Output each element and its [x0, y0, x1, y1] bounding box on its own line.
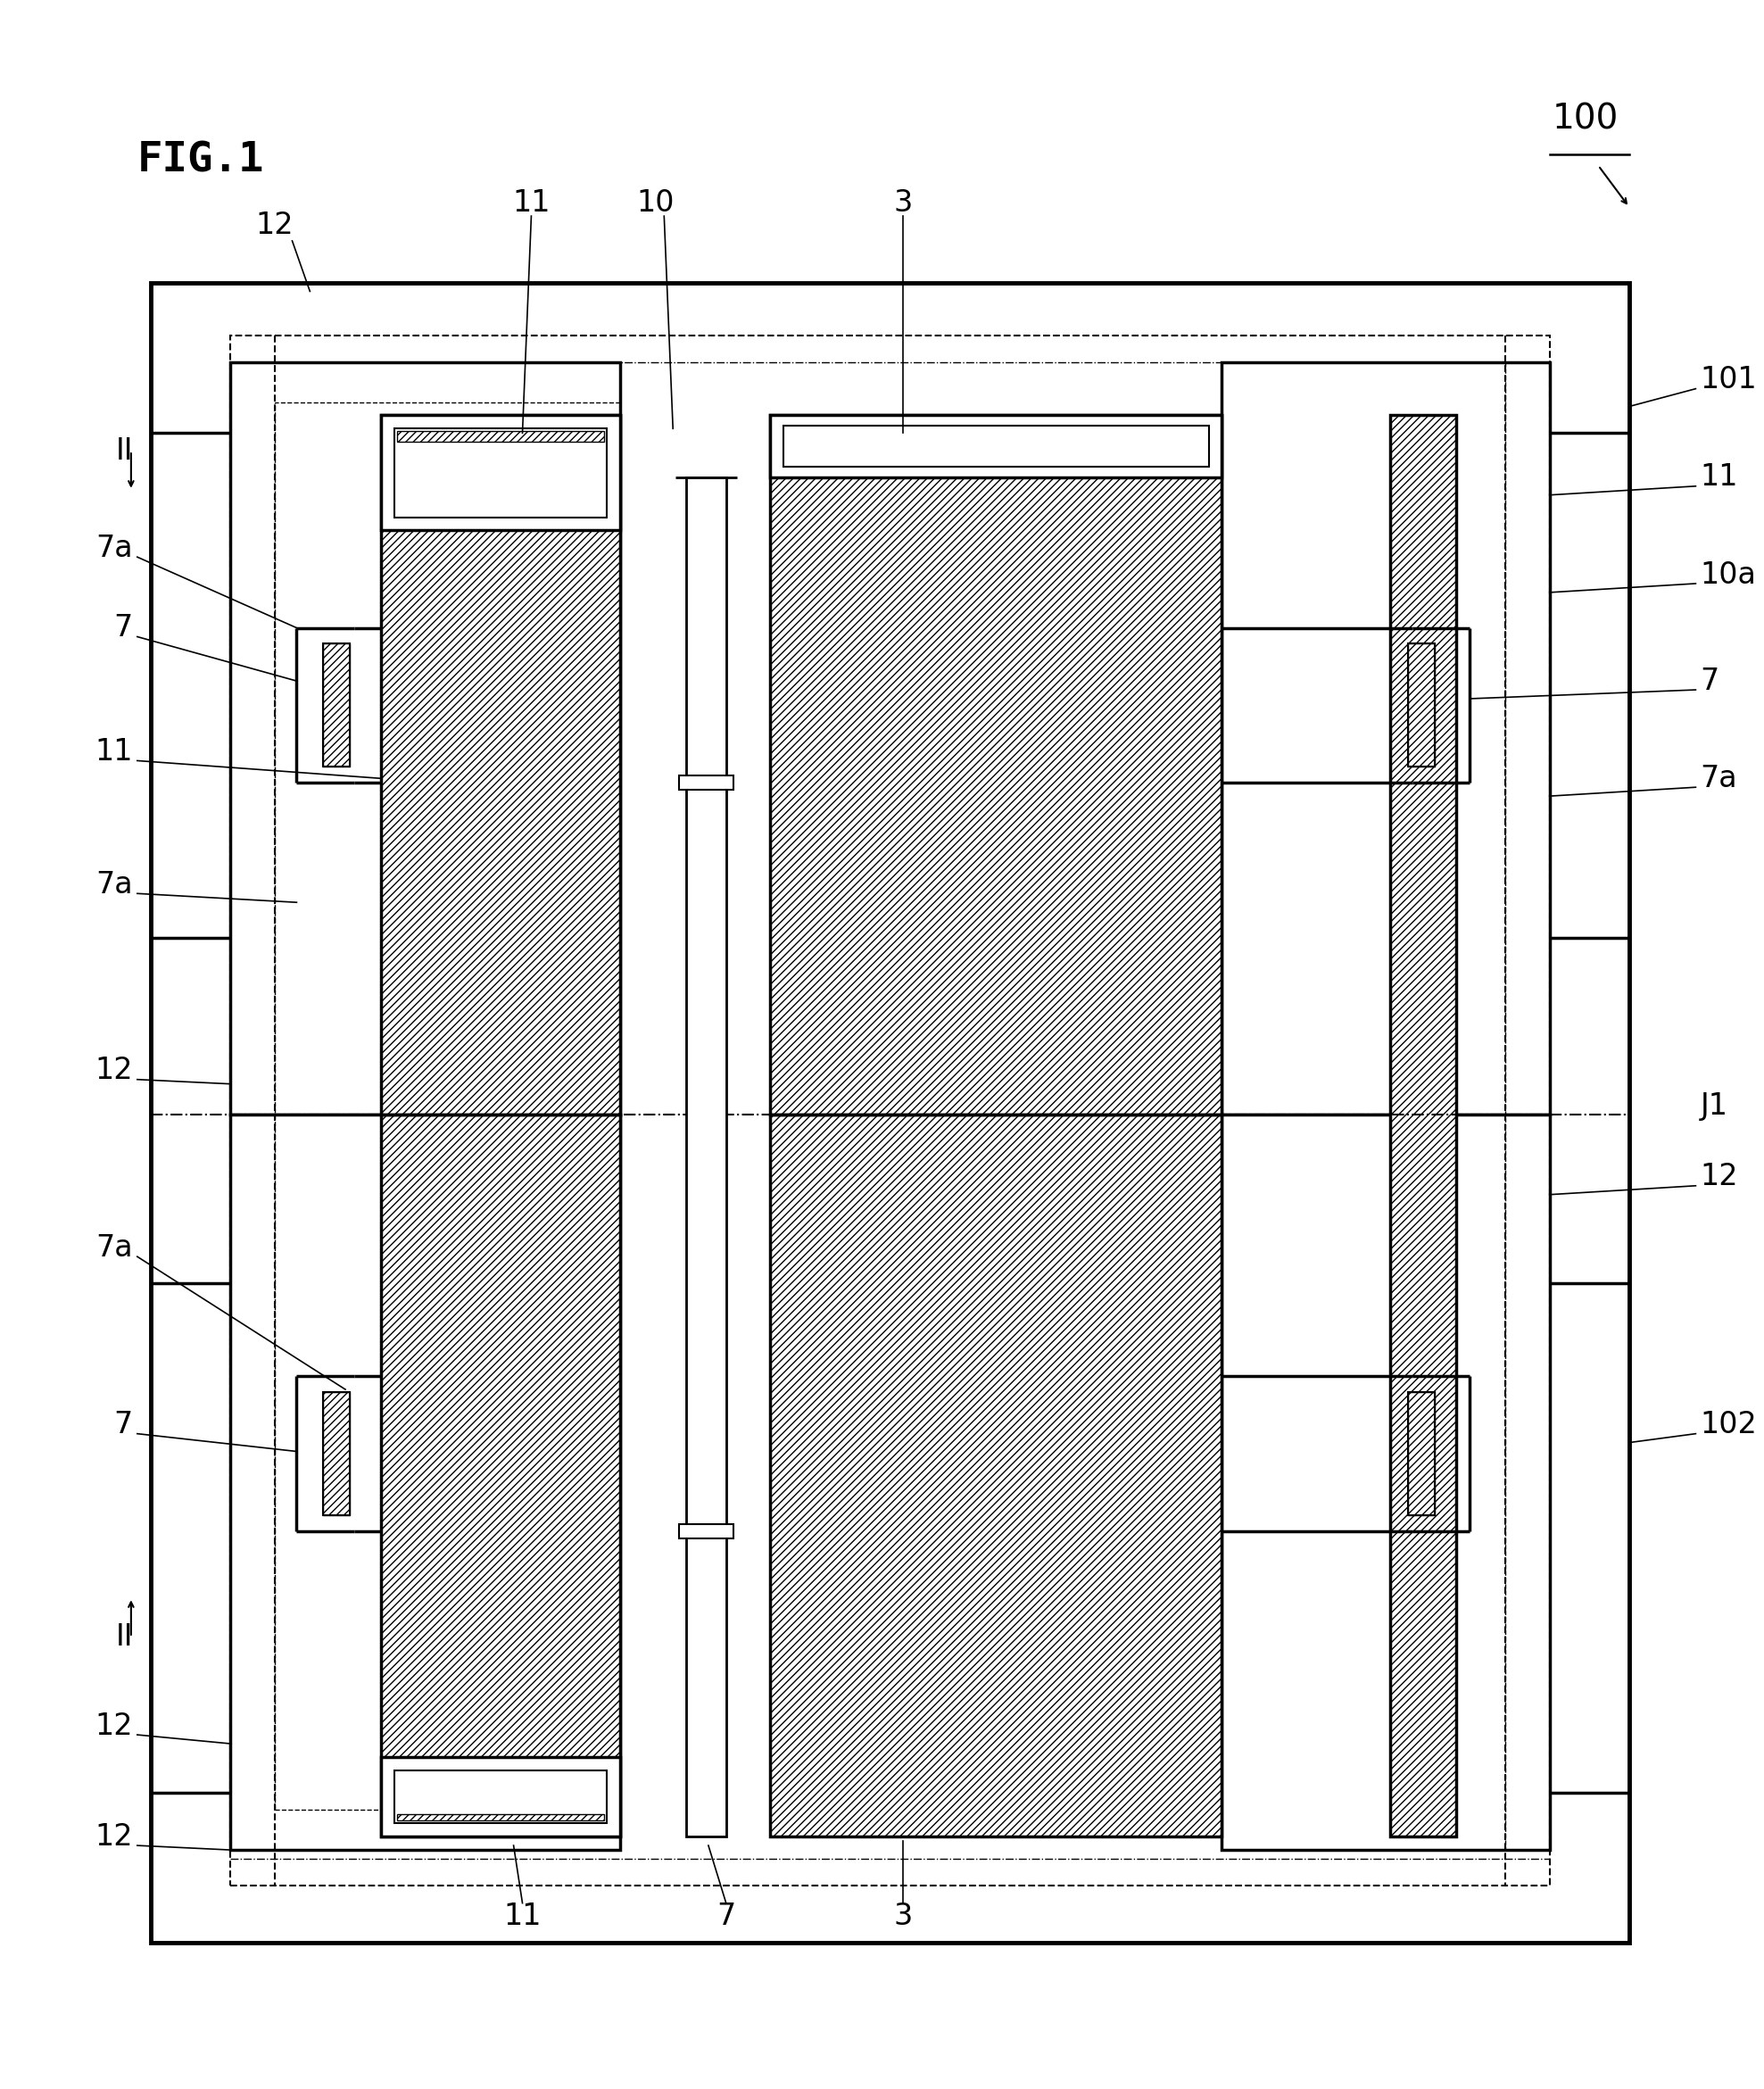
Bar — [323, 1391, 349, 1515]
Bar — [771, 416, 1222, 1116]
Bar — [231, 361, 619, 1116]
Text: 7: 7 — [115, 612, 132, 643]
Text: 12: 12 — [1700, 1161, 1738, 1191]
Bar — [381, 416, 619, 1116]
Text: 7a: 7a — [95, 533, 132, 562]
Text: 7a: 7a — [95, 869, 132, 900]
Bar — [323, 1391, 349, 1515]
Text: J1: J1 — [1700, 1090, 1727, 1122]
Bar — [231, 336, 1549, 1886]
Bar — [381, 1116, 619, 1836]
Bar — [381, 1757, 619, 1836]
Text: 7: 7 — [1700, 666, 1720, 696]
Text: 7a: 7a — [95, 1233, 132, 1262]
Bar — [1408, 643, 1434, 767]
Bar — [275, 401, 619, 1116]
Text: 12: 12 — [95, 1055, 132, 1086]
Bar — [323, 643, 349, 767]
Bar — [1390, 416, 1457, 1836]
Bar — [323, 643, 349, 767]
Text: 10a: 10a — [1700, 560, 1757, 589]
Bar — [381, 416, 619, 1116]
Text: 11: 11 — [512, 188, 550, 217]
Bar — [1222, 361, 1549, 1116]
Bar — [150, 282, 1630, 1943]
Text: FIG.1: FIG.1 — [138, 140, 265, 182]
Bar — [1408, 1391, 1434, 1515]
Text: II: II — [115, 437, 132, 466]
Text: 10: 10 — [637, 188, 674, 217]
Bar — [679, 775, 734, 790]
Bar — [1222, 1116, 1549, 1851]
Bar — [381, 416, 619, 531]
Bar — [275, 1116, 619, 1809]
Bar — [783, 426, 1208, 466]
Text: 7: 7 — [716, 1901, 736, 1930]
Bar — [393, 1769, 607, 1824]
Bar — [381, 1116, 619, 1836]
Bar — [231, 1116, 619, 1851]
Bar — [393, 428, 607, 518]
Bar — [397, 430, 603, 443]
Text: 12: 12 — [95, 1822, 132, 1851]
Bar — [771, 416, 1222, 476]
Text: 3: 3 — [894, 1901, 912, 1930]
Text: 12: 12 — [95, 1711, 132, 1740]
Bar — [679, 1525, 734, 1538]
Bar — [1222, 361, 1505, 1851]
Text: 7a: 7a — [1700, 765, 1738, 794]
Bar — [1408, 1391, 1434, 1515]
Bar — [771, 1116, 1222, 1836]
Bar — [771, 416, 1222, 1116]
Text: 7: 7 — [115, 1410, 132, 1439]
Text: 12: 12 — [256, 211, 293, 240]
Bar — [1408, 643, 1434, 767]
Text: 11: 11 — [1700, 462, 1738, 493]
Text: 11: 11 — [95, 737, 132, 767]
Text: 100: 100 — [1552, 102, 1618, 136]
Text: 101: 101 — [1700, 366, 1757, 395]
Bar — [397, 1815, 603, 1822]
Bar — [771, 1116, 1222, 1836]
Bar — [686, 476, 727, 1836]
Text: 11: 11 — [503, 1901, 542, 1930]
Text: 102: 102 — [1700, 1410, 1757, 1439]
Text: 3: 3 — [894, 188, 912, 217]
Text: II: II — [115, 1623, 132, 1652]
Bar — [1390, 416, 1457, 1836]
